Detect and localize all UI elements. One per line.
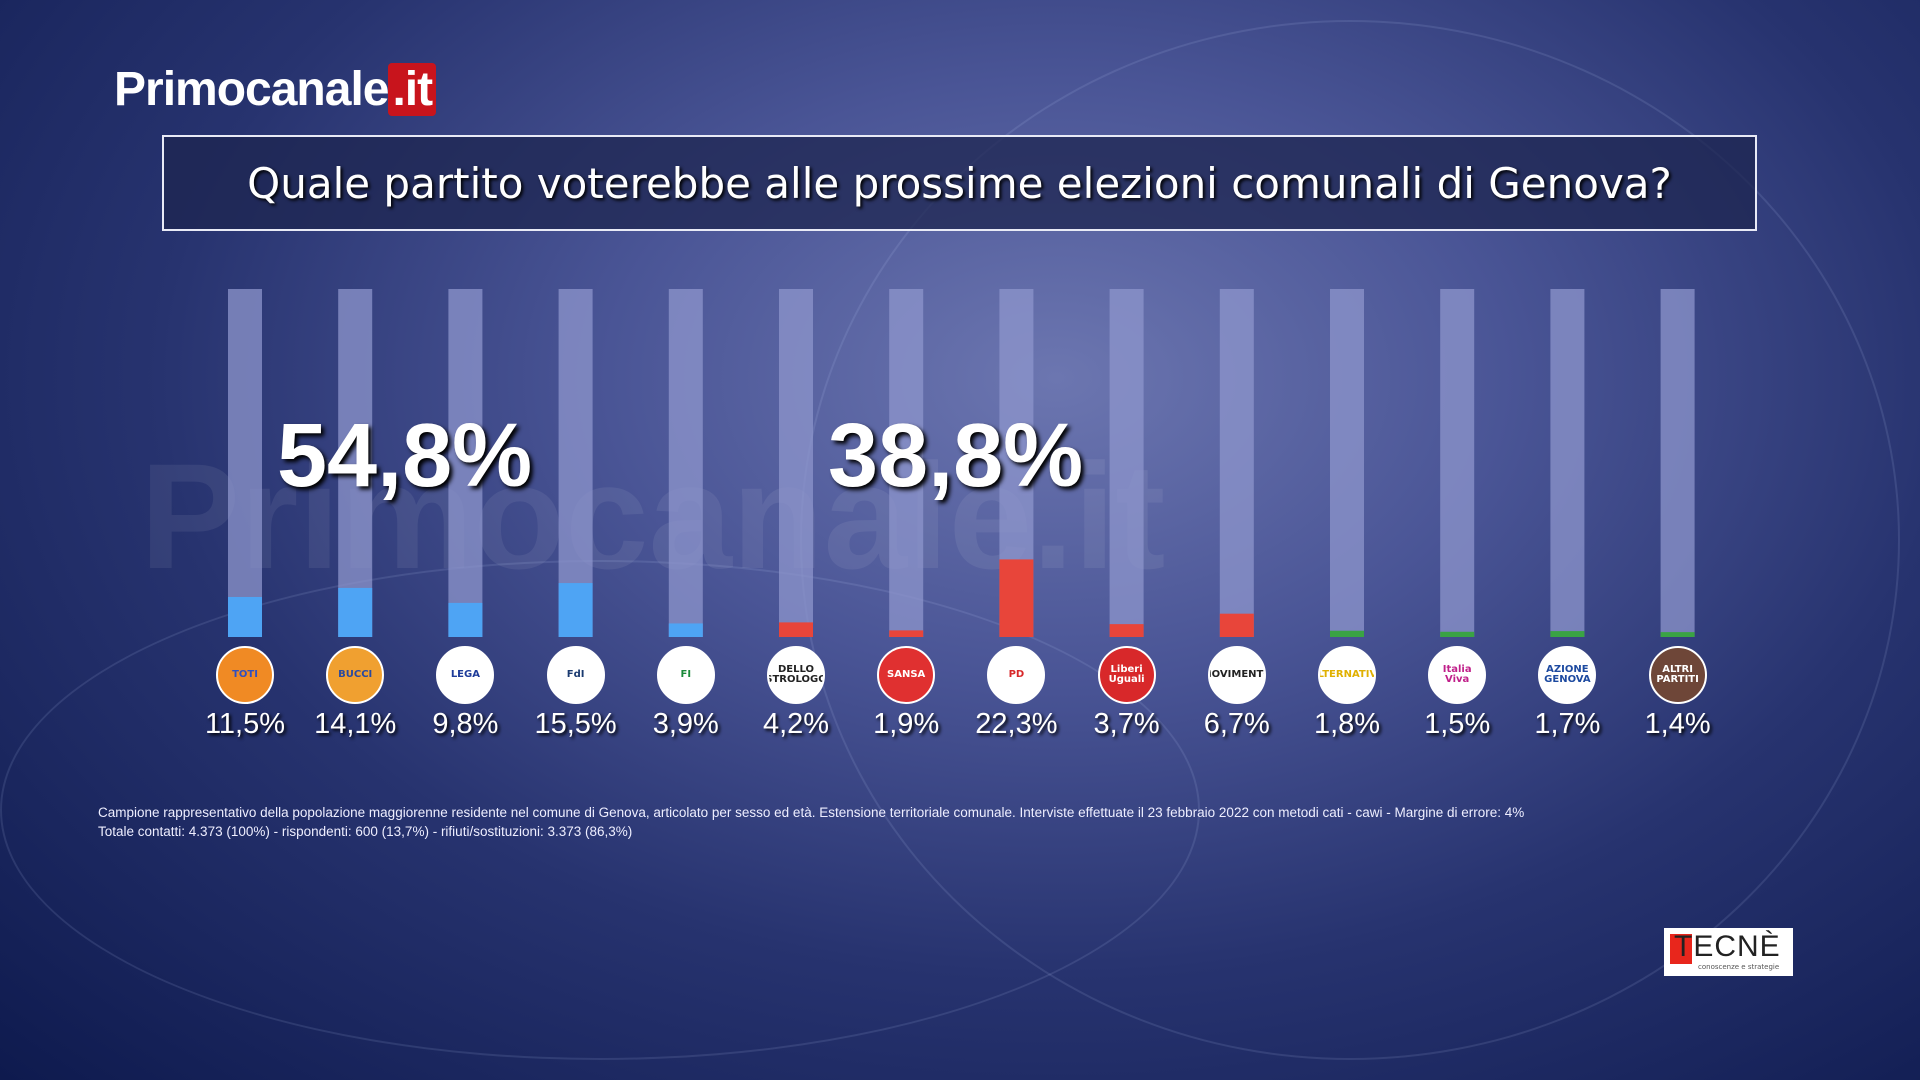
bar-track bbox=[1550, 289, 1585, 637]
party-logo-icon: ALTERNATIVA bbox=[1318, 646, 1376, 704]
bar-track bbox=[228, 289, 262, 637]
chart-title: Quale partito voterebbe alle prossime el… bbox=[162, 135, 1757, 231]
footnote-line-2: Totale contatti: 4.373 (100%) - risponde… bbox=[98, 824, 633, 839]
bar-track bbox=[668, 289, 703, 637]
party-logo-icon: Liberi Uguali bbox=[1097, 646, 1156, 704]
bar-6 bbox=[889, 630, 924, 637]
bar-12 bbox=[1550, 631, 1585, 637]
bar-0 bbox=[228, 596, 262, 637]
value-label: 14,1% bbox=[314, 708, 397, 740]
bar-11 bbox=[1440, 631, 1475, 637]
party-logo-icon: Italia Viva bbox=[1428, 646, 1487, 704]
bar-track bbox=[338, 289, 373, 637]
bar-2 bbox=[448, 602, 483, 637]
bar-track bbox=[779, 289, 813, 637]
group-total-centrodestra: 54,8% bbox=[277, 406, 533, 506]
party-logo-icon: ALTRI PARTITI bbox=[1648, 646, 1707, 704]
party-logo-icon: PD bbox=[987, 646, 1046, 704]
party-logo-icon: SANSA bbox=[877, 646, 936, 704]
bar-3 bbox=[558, 583, 593, 637]
value-label: 4,2% bbox=[762, 708, 830, 740]
bar-track bbox=[448, 289, 483, 637]
party-logo-icon: DELLO STROLOGO bbox=[767, 646, 825, 704]
value-label: 15,5% bbox=[534, 708, 617, 740]
value-label: 3,7% bbox=[1093, 708, 1160, 740]
party-logo-icon: MOVIMENTO bbox=[1207, 646, 1266, 704]
bar-track bbox=[558, 289, 593, 637]
watermark: Primocanale.it bbox=[140, 432, 1166, 600]
value-label: 1,4% bbox=[1644, 708, 1711, 740]
bar-track bbox=[1660, 289, 1695, 637]
bar-track bbox=[1219, 289, 1254, 637]
group-total-centrosinistra: 38,8% bbox=[828, 406, 1084, 506]
footnote-line-1: Campione rappresentativo della popolazio… bbox=[98, 805, 1525, 820]
value-label: 9,8% bbox=[432, 708, 499, 740]
party-logo-icon: AZIONE GENOVA bbox=[1538, 646, 1597, 704]
party-logo-icon: BUCCI bbox=[326, 646, 385, 704]
primocanale-logo: Primocanale.it bbox=[114, 62, 437, 117]
bar-9 bbox=[1219, 613, 1254, 637]
party-logo-icon: FI bbox=[656, 646, 715, 704]
value-label: 11,5% bbox=[204, 708, 286, 740]
footnote: Campione rappresentativo della popolazio… bbox=[98, 803, 1818, 841]
bar-4 bbox=[668, 623, 703, 637]
bar-track bbox=[1109, 289, 1144, 637]
bar-1 bbox=[338, 587, 373, 637]
value-label: 1,7% bbox=[1534, 708, 1601, 740]
bar-7 bbox=[999, 559, 1034, 637]
value-label: 3,9% bbox=[652, 708, 719, 740]
bar-5 bbox=[779, 622, 813, 637]
party-logo-icon: FdI bbox=[546, 646, 605, 704]
bar-track bbox=[1440, 289, 1475, 637]
party-logo-icon: TOTI bbox=[216, 646, 274, 704]
brand-name: Primocanale bbox=[114, 63, 389, 116]
bar-8 bbox=[1109, 624, 1144, 637]
value-label: 1,9% bbox=[873, 708, 940, 740]
title-text: Quale partito voterebbe alle prossime el… bbox=[247, 158, 1672, 208]
bar-10 bbox=[1330, 630, 1364, 637]
party-logo-icon: LEGA bbox=[436, 646, 495, 704]
bar-track bbox=[1330, 289, 1364, 637]
bar-track bbox=[889, 289, 924, 637]
tecne-logo-mark bbox=[1670, 934, 1692, 964]
tecne-name: TECNÈ bbox=[1674, 930, 1781, 963]
brand-tld: .it bbox=[388, 63, 437, 116]
value-label: 22,3% bbox=[975, 708, 1058, 740]
value-label: 1,8% bbox=[1313, 708, 1381, 740]
value-label: 6,7% bbox=[1203, 708, 1270, 740]
value-label: 1,5% bbox=[1424, 708, 1491, 740]
tecne-tagline: conoscenze e strategie bbox=[1698, 963, 1780, 971]
bar-13 bbox=[1660, 632, 1695, 637]
tecne-logo: TECNÈ conoscenze e strategie bbox=[1664, 928, 1793, 976]
